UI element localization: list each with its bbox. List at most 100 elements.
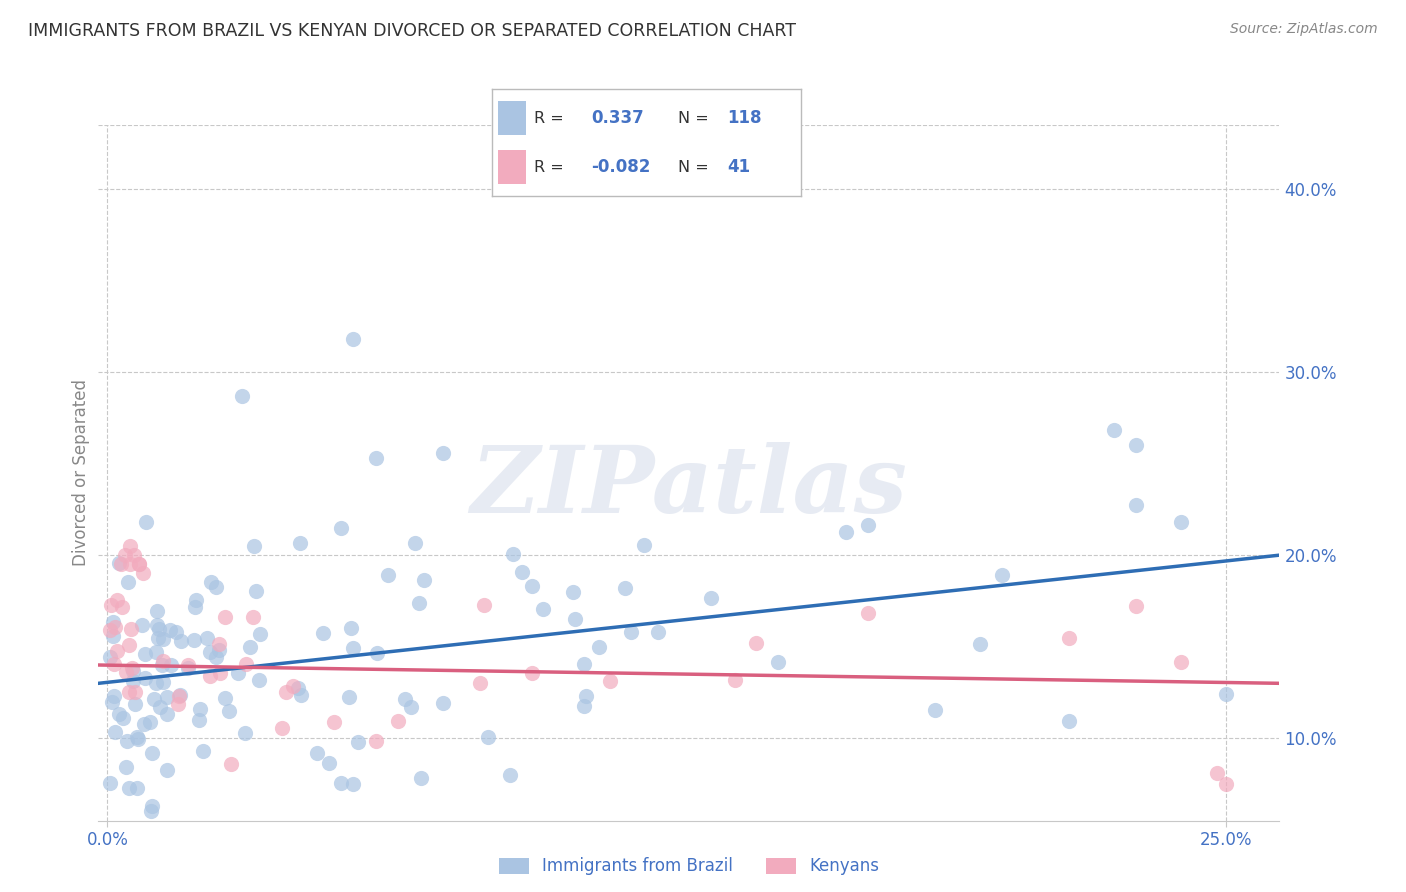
Point [318, 756, 340, 771]
Text: R =: R = [534, 160, 564, 175]
Point [245, 584, 267, 599]
Point [276, 685, 298, 699]
Point [239, 640, 262, 654]
Point [1205, 765, 1227, 780]
Point [574, 657, 596, 672]
Point [103, 629, 125, 643]
Point [167, 697, 190, 711]
Point [1125, 438, 1147, 452]
Point [127, 731, 149, 745]
Point [413, 574, 436, 588]
Point [170, 634, 193, 648]
Point [134, 647, 156, 661]
Point [330, 775, 353, 789]
Point [124, 685, 146, 699]
Point [856, 517, 879, 532]
Point [409, 771, 432, 785]
Point [103, 690, 125, 704]
Point [100, 695, 122, 709]
Point [114, 760, 136, 774]
Text: 0.337: 0.337 [591, 109, 644, 127]
Point [121, 674, 143, 689]
Text: N =: N = [678, 160, 709, 175]
Point [340, 621, 363, 635]
Point [394, 692, 416, 706]
Point [228, 665, 250, 680]
Point [522, 579, 544, 593]
Point [146, 632, 169, 646]
Point [991, 568, 1014, 582]
Point [205, 649, 228, 664]
Point [468, 675, 491, 690]
Point [342, 332, 364, 346]
Point [122, 548, 145, 562]
Text: IMMIGRANTS FROM BRAZIL VS KENYAN DIVORCED OR SEPARATED CORRELATION CHART: IMMIGRANTS FROM BRAZIL VS KENYAN DIVORCE… [28, 22, 796, 40]
Point [107, 556, 129, 570]
Point [141, 798, 163, 813]
Point [208, 643, 231, 657]
Point [614, 581, 637, 595]
Point [562, 584, 585, 599]
Point [342, 777, 364, 791]
Point [599, 674, 621, 689]
Point [118, 539, 141, 553]
Point [132, 566, 155, 581]
Point [134, 671, 156, 685]
Point [112, 711, 135, 725]
Point [247, 673, 270, 688]
Point [105, 643, 128, 657]
Point [198, 669, 221, 683]
Point [104, 725, 127, 739]
Point [1057, 714, 1080, 728]
Bar [498, 101, 526, 136]
Point [156, 690, 179, 704]
Text: N =: N = [678, 111, 709, 126]
Point [499, 768, 522, 782]
Point [111, 599, 134, 614]
Point [115, 665, 138, 679]
Point [768, 655, 790, 669]
Point [572, 698, 595, 713]
Point [1170, 656, 1192, 670]
Point [322, 714, 344, 729]
Point [103, 657, 125, 671]
Point [522, 665, 544, 680]
Point [366, 734, 388, 748]
Point [169, 688, 191, 702]
Point [969, 637, 991, 651]
Bar [498, 150, 526, 185]
Point [1057, 632, 1080, 646]
Point [200, 574, 222, 589]
Point [205, 581, 228, 595]
Point [148, 622, 170, 636]
Point [100, 598, 122, 612]
Point [98, 776, 121, 790]
Point [1102, 423, 1125, 437]
Point [188, 702, 211, 716]
Point [124, 697, 146, 711]
Point [305, 746, 328, 760]
Point [214, 610, 236, 624]
Point [145, 645, 167, 659]
Point [146, 618, 169, 632]
Point [432, 445, 454, 459]
Point [477, 730, 499, 744]
Point [366, 646, 388, 660]
Point [387, 714, 409, 728]
Point [330, 521, 353, 535]
Point [198, 645, 221, 659]
Point [724, 673, 747, 688]
Text: 118: 118 [727, 109, 762, 127]
Point [177, 658, 200, 673]
Point [98, 623, 121, 637]
Point [98, 650, 121, 665]
Point [364, 451, 387, 466]
Point [342, 641, 364, 656]
Point [118, 780, 141, 795]
Point [152, 675, 174, 690]
Point [472, 598, 495, 612]
Point [432, 696, 454, 710]
Point [1125, 499, 1147, 513]
Point [193, 744, 215, 758]
Point [122, 665, 145, 679]
